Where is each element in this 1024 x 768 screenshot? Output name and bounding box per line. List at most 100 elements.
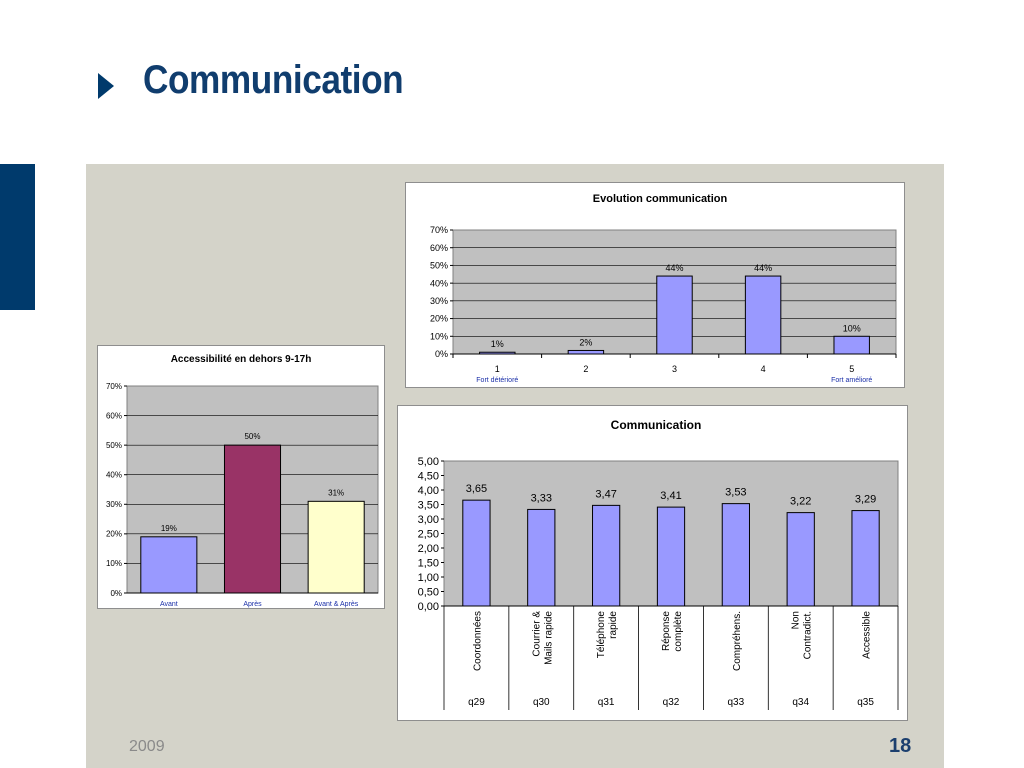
y-tick-label: 50% (430, 261, 448, 271)
y-tick-label: 2,00 (418, 543, 439, 555)
left-accent-bar (0, 164, 35, 310)
x-category-label: Après (243, 601, 262, 608)
x-category-label-line: Non (791, 611, 802, 629)
chart-title: Accessibilité en dehors 9-17h (171, 354, 312, 365)
data-label: 44% (665, 263, 683, 273)
x-category-sublabel: Fort détérioré (476, 377, 518, 384)
x-category-label: Accessible (862, 611, 873, 659)
data-label: 3,53 (725, 487, 746, 499)
y-tick-label: 70% (430, 225, 448, 235)
bar (567, 349, 605, 355)
bar (479, 351, 516, 355)
data-label: 19% (161, 524, 177, 533)
y-tick-label: 10% (430, 331, 448, 341)
title-arrow-icon (98, 73, 114, 99)
page-number: 18 (889, 735, 912, 757)
question-code-label: q32 (663, 697, 680, 708)
accessibilite-chart-svg: Accessibilité en dehors 9-17h 0% 10% 20% 30%… (106, 354, 379, 608)
data-label: 2% (579, 337, 592, 347)
x-category-label: Compréhens. (732, 611, 743, 671)
question-code-label: q30 (533, 697, 550, 708)
y-tick-label: 30% (430, 296, 448, 306)
x-category-label-line: Mails rapide (543, 611, 554, 665)
question-code-label: q29 (468, 697, 485, 708)
x-category-label-line: complète (673, 611, 684, 652)
x-category-label: 3 (672, 364, 677, 374)
y-tick-label: 20% (106, 530, 122, 539)
bar (140, 536, 198, 594)
x-category-label-line: Coordonnées (472, 611, 483, 671)
chart-title: Communication (611, 418, 702, 432)
y-tick-label: 5,00 (418, 456, 439, 468)
bar (744, 275, 782, 355)
y-tick-label: 0% (110, 589, 122, 598)
bar (527, 508, 556, 607)
bar (223, 444, 282, 594)
x-category-label-line: rapide (608, 611, 619, 639)
y-tick-label: 40% (430, 278, 448, 288)
data-label: 44% (754, 263, 772, 273)
data-label: 3,65 (466, 483, 487, 495)
question-code-label: q33 (728, 697, 745, 708)
y-tick-label: 0,00 (418, 601, 439, 613)
bar (786, 512, 815, 607)
y-tick-label: 20% (430, 314, 448, 324)
data-label: 3,33 (531, 492, 552, 504)
y-tick-label: 70% (106, 382, 122, 391)
x-category-label: Réponse complète (661, 611, 684, 652)
bar (656, 506, 686, 607)
bar (307, 500, 365, 594)
communication-chart: Communication 0,00 0,50 1,00 1,50 2,00 2,50 3,0… (397, 405, 908, 721)
x-category-label: 1 (495, 364, 500, 374)
evolution-chart-svg: Evolution communication 0% 10% 20% 30% 40% 50%… (430, 193, 897, 384)
y-tick-label: 3,00 (418, 514, 439, 526)
accessibilite-chart: Accessibilité en dehors 9-17h 0% 10% 20% 30%… (97, 345, 385, 609)
x-category-label-line: Contradict. (803, 611, 814, 659)
question-code-label: q34 (792, 697, 809, 708)
y-tick-label: 10% (106, 559, 122, 568)
y-tick-label: 4,50 (418, 470, 439, 482)
x-category-label-line: Téléphone (596, 611, 607, 659)
x-category-label-line: Accessible (862, 611, 873, 659)
data-label: 3,22 (790, 496, 811, 508)
bar (462, 499, 491, 607)
x-category-label: 5 (849, 364, 854, 374)
data-label: 3,41 (660, 490, 681, 502)
x-category-label: 4 (761, 364, 766, 374)
communication-chart-svg: Communication 0,00 0,50 1,00 1,50 2,00 2,50 3,0… (418, 418, 899, 710)
footer-year: 2009 (129, 738, 165, 755)
bar (833, 335, 870, 355)
y-tick-label: 4,00 (418, 485, 439, 497)
data-label: 1% (491, 339, 504, 349)
slide-title: Communication (143, 58, 404, 102)
data-label: 10% (843, 323, 861, 333)
bar (851, 510, 880, 607)
x-category-label: Téléphone rapide (596, 611, 619, 659)
x-category-label: Courrier & Mails rapide (531, 611, 554, 665)
chart-title: Evolution communication (593, 193, 728, 205)
bar (721, 503, 750, 607)
bar (656, 275, 693, 355)
x-category-label-line: Réponse (661, 611, 672, 651)
data-label: 31% (328, 488, 344, 497)
y-tick-label: 0,50 (418, 586, 439, 598)
x-category-label: Avant (160, 601, 178, 608)
evolution-chart: Evolution communication 0% 10% 20% 30% 40% 50%… (405, 182, 905, 388)
y-tick-label: 40% (106, 471, 122, 480)
bar (592, 504, 621, 607)
x-category-label: Non Contradict. (791, 611, 814, 659)
data-label: 3,47 (595, 488, 616, 500)
y-tick-label: 60% (430, 243, 448, 253)
x-category-label: 2 (583, 364, 588, 374)
y-tick-label: 2,50 (418, 528, 439, 540)
y-tick-label: 50% (106, 441, 122, 450)
x-category-label-line: Compréhens. (732, 611, 743, 671)
question-code-label: q35 (857, 697, 874, 708)
y-tick-label: 1,00 (418, 572, 439, 584)
data-label: 50% (244, 432, 260, 441)
x-category-label-line: Courrier & (531, 611, 542, 657)
y-tick-label: 1,50 (418, 557, 439, 569)
x-category-sublabel: Fort amélioré (831, 377, 872, 384)
y-tick-label: 3,50 (418, 499, 439, 511)
x-category-label: Avant & Après (314, 601, 359, 608)
